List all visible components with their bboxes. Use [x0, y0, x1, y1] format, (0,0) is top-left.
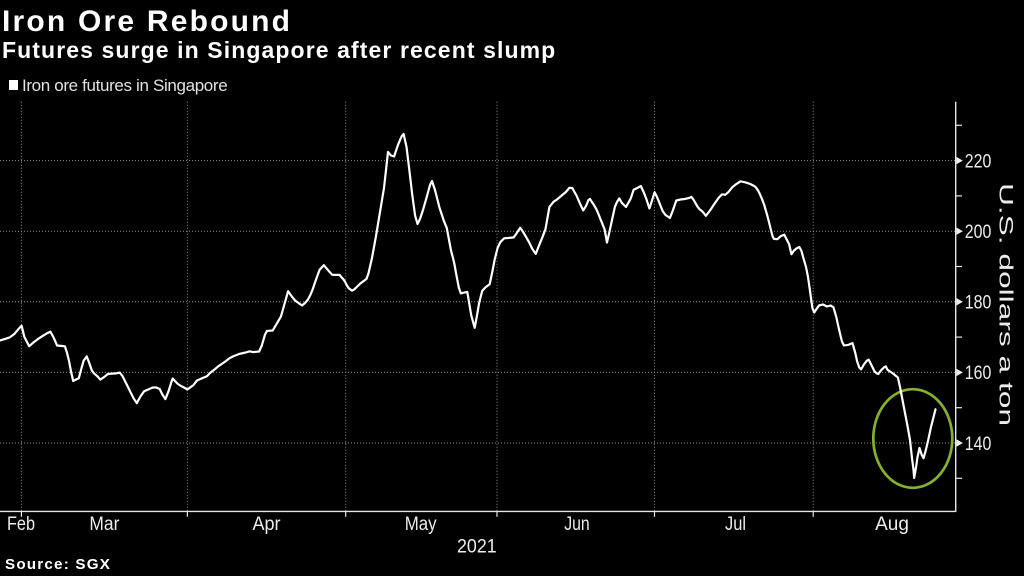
svg-text:200: 200	[965, 222, 992, 243]
svg-text:Aug: Aug	[875, 514, 909, 535]
svg-text:Mar: Mar	[89, 514, 120, 535]
svg-text:140: 140	[965, 434, 992, 455]
svg-text:2021: 2021	[457, 537, 497, 558]
svg-text:Apr: Apr	[253, 514, 282, 535]
svg-text:220: 220	[965, 151, 992, 172]
svg-text:180: 180	[965, 293, 992, 314]
svg-text:Jun: Jun	[564, 514, 590, 535]
svg-text:Jul: Jul	[725, 514, 746, 535]
svg-text:U.S. dollars a ton: U.S. dollars a ton	[995, 183, 1016, 426]
svg-text:Feb: Feb	[7, 514, 35, 535]
svg-text:160: 160	[965, 363, 992, 384]
svg-text:May: May	[405, 514, 437, 535]
